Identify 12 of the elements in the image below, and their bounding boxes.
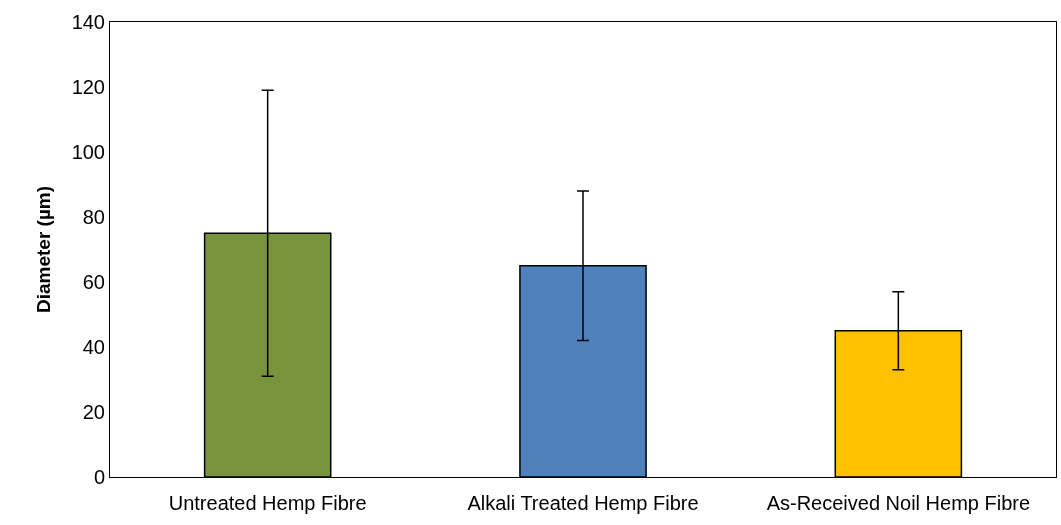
y-tick-label: 140: [71, 11, 105, 33]
y-tick-label: 40: [82, 336, 105, 358]
y-tick-label: 60: [82, 271, 105, 293]
y-tick-label: 20: [82, 401, 105, 423]
y-tick-label: 120: [71, 76, 105, 98]
y-axis-title: Diameter (µm): [33, 185, 55, 314]
x-tick-label: Untreated Hemp Fibre: [168, 492, 367, 514]
y-tick-label: 100: [71, 141, 105, 163]
y-tick-label: 0: [93, 466, 105, 488]
x-tick-label: As-Received Noil Hemp Fibre: [766, 492, 1031, 514]
x-tick-label: Alkali Treated Hemp Fibre: [467, 492, 699, 514]
y-tick-label: 80: [82, 206, 105, 228]
